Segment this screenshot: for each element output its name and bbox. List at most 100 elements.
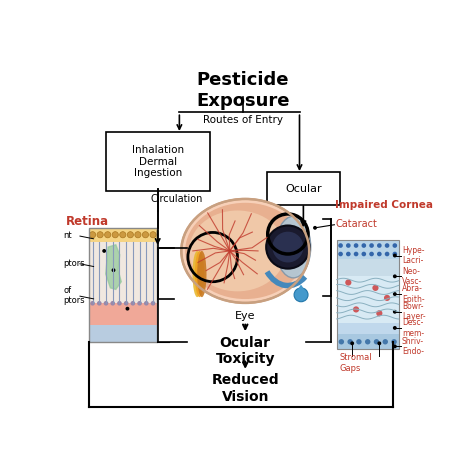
Circle shape [345,279,351,285]
Circle shape [266,226,310,269]
Circle shape [346,243,351,248]
Circle shape [369,243,374,248]
Circle shape [135,232,141,238]
FancyBboxPatch shape [106,132,210,191]
Circle shape [373,285,379,291]
Circle shape [127,232,134,238]
Circle shape [365,339,370,345]
Circle shape [383,339,388,345]
Circle shape [110,301,115,306]
Circle shape [150,232,156,238]
Text: Hype-
Lacri-: Hype- Lacri- [402,246,424,265]
Circle shape [356,339,362,345]
FancyBboxPatch shape [337,322,399,334]
Circle shape [393,326,397,330]
FancyBboxPatch shape [337,334,399,349]
Text: Desc-
mem-: Desc- mem- [402,318,424,337]
FancyBboxPatch shape [89,242,157,303]
Text: Cataract: Cataract [335,219,377,228]
Circle shape [117,301,122,306]
Text: Abra-
Epith-: Abra- Epith- [402,284,424,304]
Circle shape [90,301,95,306]
Circle shape [120,232,126,238]
Circle shape [294,288,308,302]
Text: of
ptors: of ptors [63,286,85,305]
Circle shape [392,252,397,256]
Circle shape [392,243,397,248]
Circle shape [338,252,343,256]
Text: Ocular
Toxicity: Ocular Toxicity [216,336,275,366]
FancyBboxPatch shape [89,228,157,242]
FancyBboxPatch shape [89,325,157,342]
Circle shape [384,295,390,301]
Circle shape [126,307,129,310]
Circle shape [97,232,103,238]
Circle shape [393,254,397,257]
Circle shape [105,232,111,238]
Text: Stromal
Gaps: Stromal Gaps [339,353,372,373]
Circle shape [137,301,142,306]
Circle shape [393,345,397,348]
Circle shape [385,243,390,248]
Circle shape [144,301,149,306]
Circle shape [385,252,390,256]
Circle shape [393,274,397,278]
FancyBboxPatch shape [89,303,157,325]
FancyBboxPatch shape [337,259,399,276]
Circle shape [273,232,303,263]
Text: Reduced
Vision: Reduced Vision [211,374,279,403]
Circle shape [350,341,354,345]
Circle shape [362,243,366,248]
Text: Eye: Eye [235,311,255,321]
Circle shape [112,232,118,238]
Circle shape [362,252,366,256]
Text: Impaired Cornea: Impaired Cornea [335,200,433,210]
Circle shape [124,301,128,306]
Circle shape [377,252,382,256]
Circle shape [338,243,343,248]
Circle shape [369,252,374,256]
Polygon shape [297,285,305,292]
Circle shape [376,310,383,316]
Circle shape [346,252,351,256]
Circle shape [104,301,109,306]
Circle shape [393,310,397,314]
Circle shape [338,339,344,345]
FancyBboxPatch shape [267,173,340,205]
Circle shape [354,243,358,248]
Circle shape [130,301,135,306]
Circle shape [90,232,96,238]
Text: Circulation: Circulation [151,194,203,204]
Circle shape [377,243,382,248]
Polygon shape [106,245,121,290]
Text: Bowr-
Layer-: Bowr- Layer- [402,302,426,321]
Ellipse shape [192,251,202,297]
Text: Inhalation
Dermal
Ingestion: Inhalation Dermal Ingestion [132,145,184,178]
Text: Routes of Entry: Routes of Entry [203,115,283,125]
Ellipse shape [182,199,309,303]
Circle shape [347,339,353,345]
Circle shape [374,339,379,345]
Circle shape [97,301,101,306]
Text: Shriv-
Endo-: Shriv- Endo- [402,337,424,356]
Circle shape [354,252,358,256]
Circle shape [102,249,106,253]
FancyBboxPatch shape [337,240,399,259]
Text: ptors: ptors [63,259,85,268]
Ellipse shape [195,251,204,297]
Circle shape [313,226,317,230]
Text: nt: nt [63,231,72,240]
Ellipse shape [276,216,311,278]
Circle shape [393,292,397,296]
Text: Retina: Retina [65,215,109,228]
Circle shape [377,341,381,345]
Text: Ocular: Ocular [285,183,322,193]
Circle shape [151,301,155,306]
Circle shape [392,339,397,345]
Text: Neo-
Vasc-: Neo- Vasc- [402,267,422,286]
Circle shape [142,232,148,238]
FancyBboxPatch shape [337,276,399,322]
Ellipse shape [185,203,305,299]
Text: Pesticide
Exposure: Pesticide Exposure [196,71,290,109]
Ellipse shape [189,210,286,292]
